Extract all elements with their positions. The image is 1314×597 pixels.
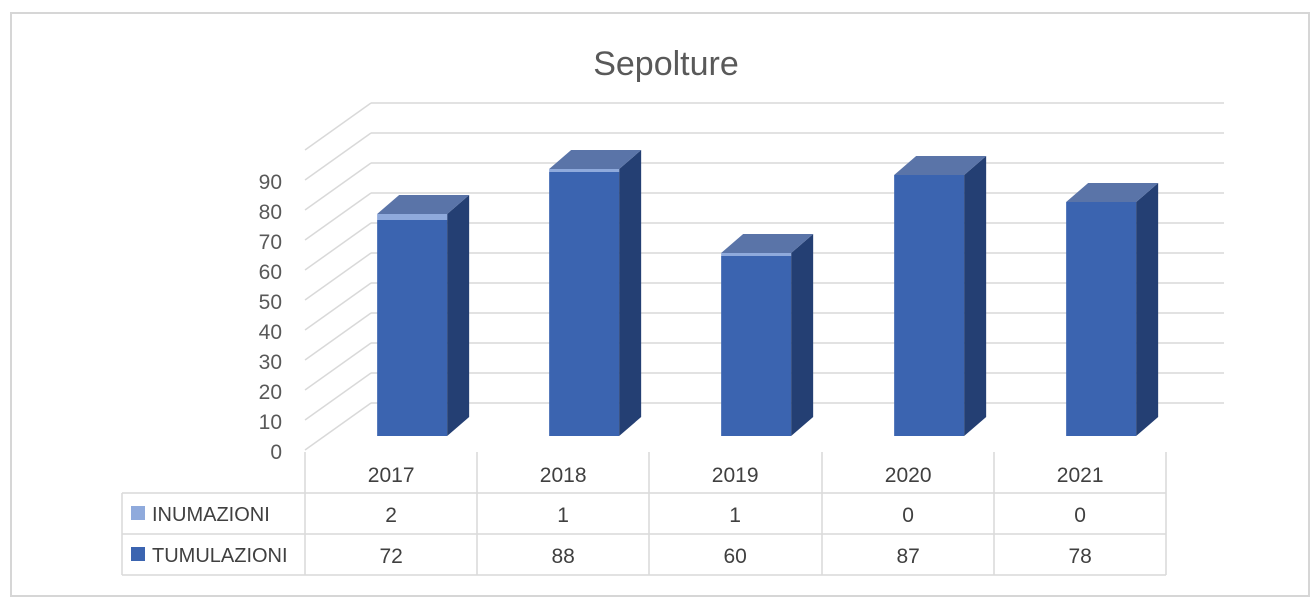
gridline-side <box>304 312 372 361</box>
gridline-side <box>304 402 372 451</box>
bar-inumazioni <box>721 253 792 256</box>
bar-top <box>549 150 642 169</box>
bar-top <box>377 195 470 214</box>
bar-side <box>1136 183 1159 436</box>
bar-top <box>721 234 814 253</box>
data-label: 0 <box>902 504 914 527</box>
y-tick-label: 70 <box>259 231 282 254</box>
bar-tumulazioni <box>894 175 965 436</box>
y-tick-label: 90 <box>259 171 282 194</box>
data-label: 1 <box>557 504 569 527</box>
bar-side <box>619 150 642 436</box>
x-tick-label: 2018 <box>540 464 587 487</box>
bar-top <box>894 156 987 175</box>
bar-tumulazioni <box>721 256 792 436</box>
x-tick-label: 2019 <box>712 464 759 487</box>
legend-label: TUMULAZIONI <box>152 545 288 567</box>
gridline-side <box>304 282 372 331</box>
bar-tumulazioni <box>377 220 448 436</box>
y-tick-label: 50 <box>259 291 282 314</box>
y-tick-label: 0 <box>270 441 282 464</box>
gridline-side <box>304 372 372 421</box>
gridline-side <box>304 342 372 391</box>
data-label: 88 <box>551 545 574 568</box>
y-tick-label: 60 <box>259 261 282 284</box>
x-tick-label: 2021 <box>1057 464 1104 487</box>
gridline-side <box>304 162 372 211</box>
bar-side <box>964 156 987 436</box>
y-tick-label: 40 <box>259 321 282 344</box>
bar-tumulazioni <box>549 172 620 436</box>
gridline-side <box>304 222 372 271</box>
gridline-side <box>304 192 372 241</box>
data-label: 0 <box>1074 504 1086 527</box>
data-label: 78 <box>1068 545 1091 568</box>
gridline-side <box>304 252 372 301</box>
bar-inumazioni <box>377 214 448 220</box>
bar-side <box>791 234 814 436</box>
y-axis: 0 10 20 30 40 50 60 70 80 90 <box>259 171 282 464</box>
bar-side <box>447 195 470 436</box>
y-tick-label: 30 <box>259 351 282 374</box>
gridline-side <box>304 132 372 181</box>
data-label: 1 <box>729 504 741 527</box>
y-tick-label: 20 <box>259 381 282 404</box>
data-table: 2017 2018 2019 2020 2021 INUMAZIONI 2 1 1 0 0 TUMUL… <box>121 452 1167 576</box>
y-tick-label: 80 <box>259 201 282 224</box>
x-tick-label: 2017 <box>368 464 415 487</box>
legend-label: INUMAZIONI <box>152 504 270 526</box>
data-label: 87 <box>896 545 919 568</box>
y-tick-label: 10 <box>259 411 282 434</box>
data-label: 2 <box>385 504 397 527</box>
legend-swatch <box>131 547 145 561</box>
bar-inumazioni <box>549 169 620 172</box>
bars <box>377 150 1159 436</box>
data-label: 72 <box>379 545 402 568</box>
legend-swatch <box>131 506 145 520</box>
bar-tumulazioni <box>1066 202 1137 436</box>
gridline-side <box>304 102 372 151</box>
data-label: 60 <box>723 545 746 568</box>
bar-top <box>1066 183 1159 202</box>
chart-title: Sepolture <box>593 45 739 83</box>
x-tick-label: 2020 <box>885 464 932 487</box>
